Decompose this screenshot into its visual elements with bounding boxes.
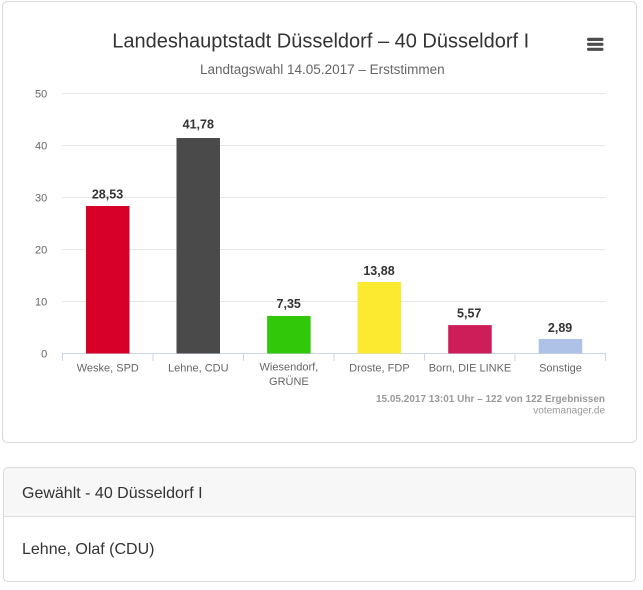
svg-text:41,78: 41,78	[183, 118, 214, 132]
svg-text:30: 30	[35, 193, 47, 205]
svg-text:votemanager.de: votemanager.de	[533, 406, 605, 417]
svg-text:7,35: 7,35	[277, 297, 301, 311]
svg-text:2,89: 2,89	[548, 321, 572, 335]
svg-text:0: 0	[41, 349, 47, 361]
svg-text:Droste, FDP: Droste, FDP	[349, 363, 410, 375]
svg-text:Lehne, CDU: Lehne, CDU	[168, 363, 229, 375]
svg-text:Landeshauptstadt Düsseldorf –: Landeshauptstadt Düsseldorf – 40 Düsseld…	[112, 31, 529, 53]
svg-text:Landtagswahl 14.05.2017 – Erst: Landtagswahl 14.05.2017 – Erststimmen	[200, 62, 445, 77]
svg-text:20: 20	[35, 245, 47, 257]
svg-text:28,53: 28,53	[92, 188, 123, 202]
svg-text:13,88: 13,88	[363, 264, 394, 278]
svg-text:5,57: 5,57	[457, 307, 481, 321]
svg-text:Weske, SPD: Weske, SPD	[77, 363, 139, 375]
svg-text:Born, DIE LINKE: Born, DIE LINKE	[429, 363, 512, 375]
svg-text:50: 50	[35, 89, 47, 101]
svg-text:10: 10	[35, 297, 47, 309]
svg-text:40: 40	[35, 141, 47, 153]
svg-text:15.05.2017 13:01 Uhr – 122 von: 15.05.2017 13:01 Uhr – 122 von 122 Ergeb…	[376, 394, 605, 405]
svg-text:Sonstige: Sonstige	[539, 363, 582, 375]
